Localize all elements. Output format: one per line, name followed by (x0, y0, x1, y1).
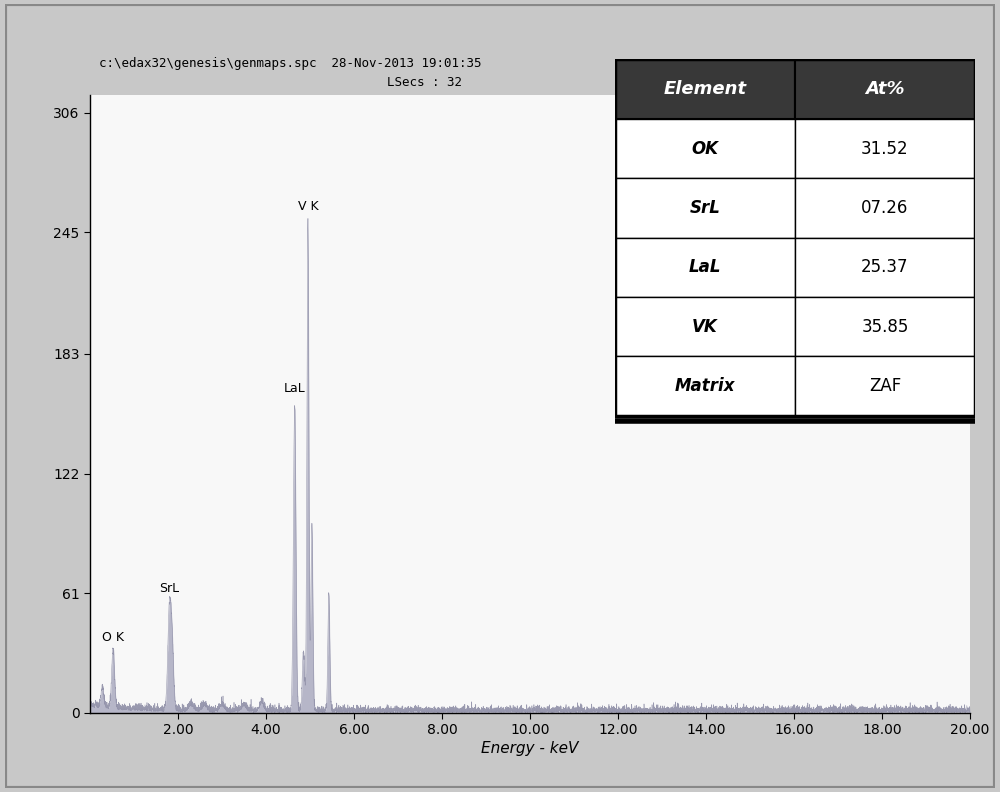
Text: OK: OK (692, 139, 718, 158)
Bar (795, 178, 975, 238)
Text: c:\edax32\genesis\genmaps.spc  28-Nov-2013 19:01:35: c:\edax32\genesis\genmaps.spc 28-Nov-201… (99, 57, 481, 70)
Text: 31.52: 31.52 (861, 139, 909, 158)
Text: V K: V K (298, 200, 318, 213)
Bar (615, 178, 795, 238)
Bar (795, 238, 975, 297)
Bar (795, 59, 975, 119)
Bar (615, 238, 795, 297)
Bar (615, 356, 795, 416)
Text: 35.85: 35.85 (861, 318, 909, 336)
Text: SrL: SrL (690, 199, 720, 217)
Text: VK: VK (692, 318, 718, 336)
Text: O K: O K (102, 631, 124, 644)
Text: LaL: LaL (689, 258, 721, 276)
X-axis label: Energy - keV: Energy - keV (481, 741, 579, 756)
Bar (795, 119, 975, 178)
Bar (615, 59, 795, 119)
Text: SrL: SrL (159, 582, 180, 595)
Text: LSecs : 32: LSecs : 32 (387, 76, 462, 89)
Bar (795, 356, 975, 416)
Text: LaL: LaL (284, 382, 305, 395)
Text: At%: At% (865, 80, 905, 98)
Text: 07.26: 07.26 (861, 199, 909, 217)
Text: Element: Element (663, 80, 747, 98)
Text: 25.37: 25.37 (861, 258, 909, 276)
Text: ZAF: ZAF (869, 377, 901, 395)
Bar (795, 297, 975, 356)
Bar (615, 119, 795, 178)
Bar (615, 297, 795, 356)
Text: Matrix: Matrix (675, 377, 735, 395)
